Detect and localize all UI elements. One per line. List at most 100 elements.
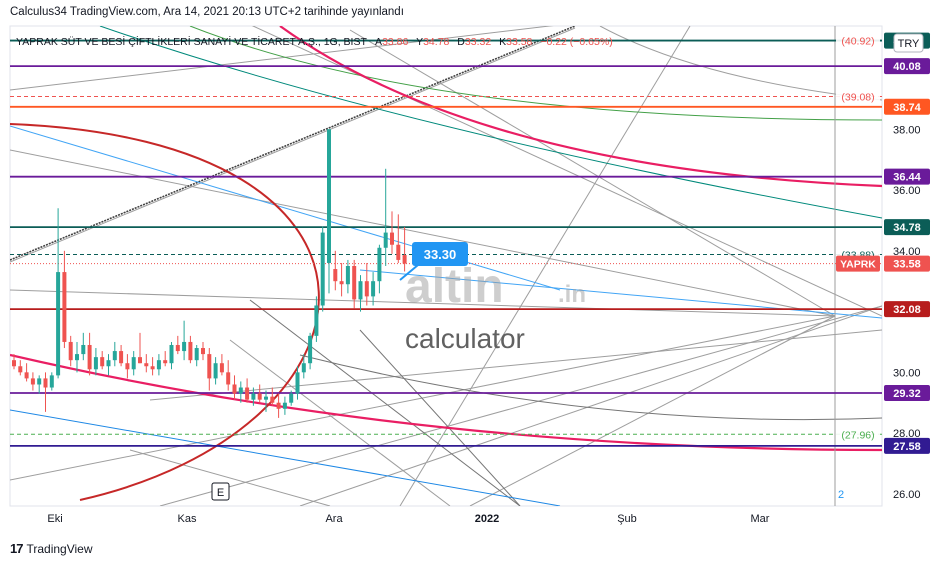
candle	[68, 335, 73, 367]
candle-body	[156, 360, 161, 370]
candle	[150, 357, 155, 376]
candle	[194, 344, 199, 367]
candle-body	[12, 360, 16, 367]
level-badge: 34.78	[884, 219, 930, 236]
candle	[18, 360, 23, 376]
dashed-level-text: (39.08)	[841, 91, 874, 103]
candle-body	[339, 281, 344, 285]
candle	[226, 360, 231, 391]
callout-text: 33.30	[424, 247, 457, 262]
candle-body	[371, 281, 376, 297]
candle-body	[24, 372, 29, 379]
candle	[320, 226, 325, 312]
candle-body	[358, 281, 363, 300]
footer-brand[interactable]: 17 TradingView	[10, 541, 93, 556]
legend-open: 33.86	[382, 36, 408, 48]
candle-body	[352, 266, 357, 300]
trend-drawings	[10, 26, 882, 506]
candle	[175, 335, 180, 355]
dashed-level-text: (40.92)	[841, 36, 874, 48]
candle	[112, 341, 117, 367]
level-badge: 32.08	[884, 301, 930, 318]
candle-body	[125, 363, 130, 370]
candle-body	[100, 357, 105, 367]
x-tick-label: 2022	[475, 513, 499, 525]
price-callout[interactable]: 33.30	[399, 242, 468, 281]
dashed-level-label: (27.96)	[836, 426, 880, 442]
candle-body	[364, 281, 369, 297]
candle-body	[320, 232, 325, 306]
candle	[56, 208, 61, 379]
candle-body	[194, 348, 199, 361]
candle	[93, 348, 98, 376]
candle	[12, 354, 16, 370]
candle	[62, 250, 67, 349]
candle-body	[402, 255, 407, 264]
candle	[352, 259, 357, 309]
candle	[156, 354, 161, 376]
candle	[301, 354, 306, 379]
candle-body	[377, 247, 382, 282]
candle	[37, 375, 42, 394]
candle	[295, 366, 300, 400]
current-price-badge: YAPRK 33.58	[836, 255, 930, 272]
candle	[327, 129, 331, 294]
candle	[314, 296, 319, 342]
candle	[282, 396, 287, 415]
watermark: altin .in	[405, 260, 586, 313]
footer-brand-label: TradingView	[26, 541, 93, 556]
candle	[383, 168, 388, 266]
publish-header: Calculus34 TradingView.com, Ara 14, 2021…	[10, 6, 404, 18]
level-badge: 36.44	[884, 168, 930, 185]
x-tick-label: Şub	[617, 513, 637, 525]
current-price-value: 33.58	[893, 259, 921, 271]
dashed-level-text: (27.96)	[841, 429, 874, 441]
x-tick-label: Kas	[178, 513, 197, 525]
candle-body	[333, 269, 338, 282]
candle-body	[30, 378, 35, 385]
level-badge-text: 38.74	[893, 102, 921, 114]
candle-body	[144, 363, 149, 367]
legend-symbol: YAPRAK SÜT VE BESİ ÇİFTLİKLERİ SANAYİ VE…	[16, 35, 367, 48]
watermark-second-line: calculator	[405, 323, 525, 354]
candle-body	[68, 341, 73, 361]
tradingview-logo-icon: 17	[10, 541, 24, 556]
candle-body	[49, 375, 54, 388]
level-badge-text: 27.58	[893, 441, 921, 453]
candle	[219, 354, 224, 376]
candle-body	[131, 357, 136, 370]
candle-body	[276, 402, 281, 409]
candle-body	[289, 393, 294, 403]
x-tick-label: Ara	[325, 513, 343, 525]
candles	[12, 129, 407, 418]
candle	[43, 372, 48, 412]
candle-body	[106, 360, 111, 367]
candle-body	[207, 354, 212, 379]
candle-body	[257, 393, 262, 400]
candle	[213, 357, 218, 385]
candle-body	[245, 387, 250, 400]
legend-low: 33.32	[465, 36, 491, 48]
candle	[371, 272, 376, 306]
candle	[264, 390, 268, 412]
level-badge: 27.58	[884, 437, 930, 454]
candle-body	[62, 272, 67, 342]
y-tick-label: 26.00	[893, 489, 921, 501]
earnings-marker[interactable]: E	[211, 482, 230, 501]
candle-body	[87, 344, 92, 370]
candle-body	[390, 232, 394, 245]
candle-body	[150, 366, 155, 370]
candle-body	[219, 363, 224, 373]
x-axis[interactable]: Eki Kas Ara 2022 Şub Mar	[47, 513, 769, 525]
candle-body	[383, 232, 388, 248]
candle	[245, 378, 250, 403]
y-tick-label: 36.00	[893, 185, 921, 197]
candle	[182, 320, 187, 361]
current-price-symbol: YAPRK	[840, 259, 876, 271]
candle-body	[345, 266, 350, 285]
candle-body	[182, 341, 187, 352]
candle-body	[169, 344, 174, 364]
currency-button[interactable]: TRY	[893, 33, 924, 53]
